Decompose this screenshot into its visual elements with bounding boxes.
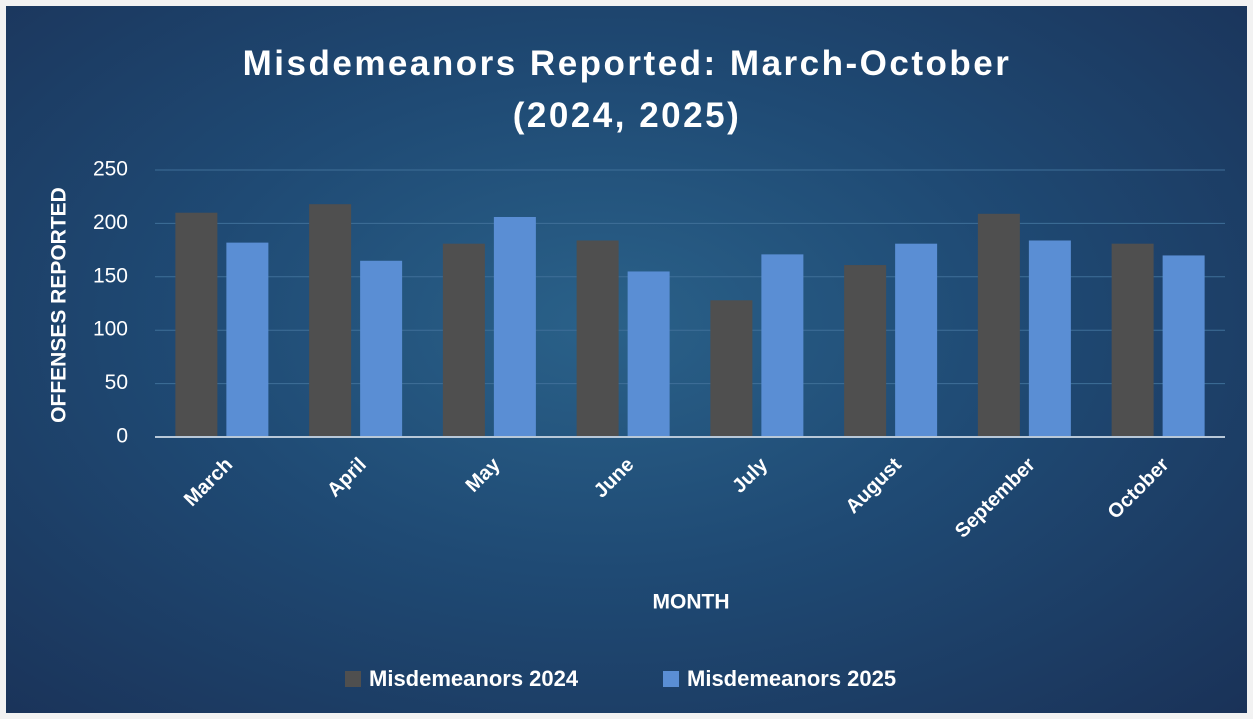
bar: [309, 204, 352, 437]
bar: [844, 265, 887, 437]
x-tick-label: June: [590, 454, 639, 503]
x-tick-label: May: [462, 453, 506, 497]
x-tick-label: July: [728, 453, 772, 497]
bar: [175, 212, 218, 437]
bar: [761, 254, 804, 437]
y-axis-title: OFFENSES REPORTED: [48, 187, 71, 423]
bar: [977, 213, 1020, 437]
legend-swatch: [663, 671, 679, 687]
y-tick-label: 200: [93, 211, 128, 234]
bar: [226, 242, 269, 437]
x-tick-label: September: [951, 454, 1040, 543]
x-tick-label: April: [323, 454, 371, 502]
y-tick-label: 250: [93, 158, 128, 181]
x-tick-label: October: [1104, 454, 1174, 524]
bar: [710, 300, 753, 437]
bar: [360, 260, 403, 437]
bar: [1028, 240, 1071, 437]
legend-label: Misdemeanors 2024: [369, 666, 579, 691]
bar: [576, 240, 619, 437]
bar: [493, 216, 536, 437]
y-tick-label: 50: [105, 371, 128, 394]
y-tick-label: 100: [93, 318, 128, 341]
y-tick-label: 0: [116, 425, 128, 448]
x-tick-label: August: [842, 453, 907, 518]
x-tick-label: March: [180, 454, 237, 511]
legend-swatch: [345, 671, 361, 687]
bar: [442, 243, 485, 437]
bar: [627, 271, 670, 437]
legend-label: Misdemeanors 2025: [687, 666, 896, 691]
y-tick-label: 150: [93, 264, 128, 287]
bar: [1111, 243, 1154, 437]
chart-title: Misdemeanors Reported: March-October (20…: [242, 44, 1012, 135]
x-axis-title: MONTH: [653, 591, 730, 614]
bar: [895, 243, 938, 437]
chart: OFFENSES REPORTED MONTH 0 50 100 150 200 250 M…: [48, 158, 1225, 691]
bar: [1162, 255, 1205, 437]
